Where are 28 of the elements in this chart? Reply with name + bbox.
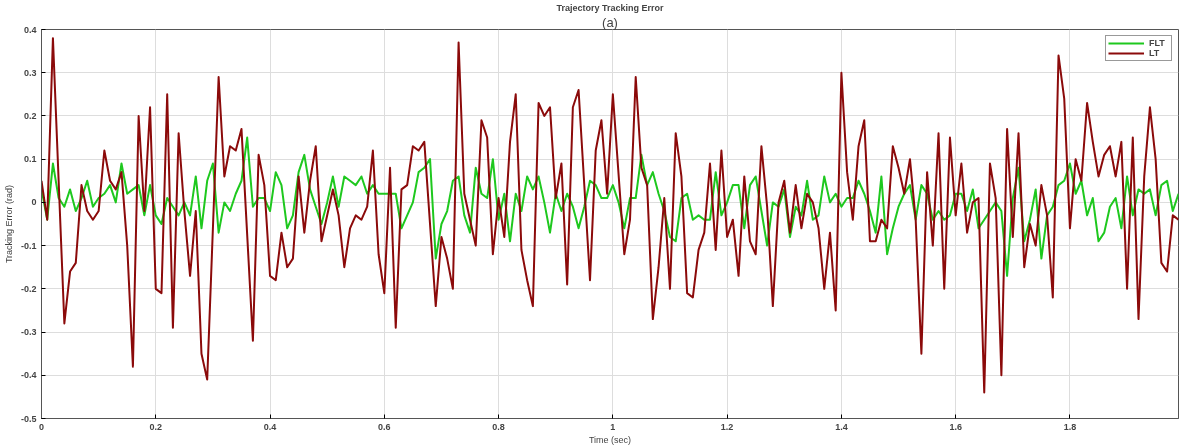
legend-label: FLT bbox=[1149, 38, 1166, 48]
y-tick-label: 0.3 bbox=[23, 67, 37, 78]
x-tick-label: 0.8 bbox=[492, 421, 505, 432]
x-axis-title: Time (sec) bbox=[588, 434, 632, 445]
line-series bbox=[41, 136, 1179, 277]
x-tick-label: 1.4 bbox=[835, 421, 848, 432]
y-tick-label: -0.1 bbox=[20, 240, 37, 251]
x-tick-label: 0 bbox=[39, 421, 45, 432]
x-tick-label: 1 bbox=[610, 421, 616, 432]
x-tick-label: 1.6 bbox=[949, 421, 962, 432]
y-tick-label: 0.4 bbox=[23, 24, 37, 35]
x-tick-label: 0.6 bbox=[378, 421, 391, 432]
x-tick-label: 1.2 bbox=[720, 421, 734, 432]
line-series bbox=[41, 37, 1179, 394]
y-tick-label: -0.2 bbox=[20, 283, 37, 294]
chart-title: Trajectory Tracking Error bbox=[556, 2, 665, 13]
legend-label: LT bbox=[1149, 48, 1161, 58]
y-tick-label: 0.1 bbox=[23, 154, 37, 165]
y-tick-label: 0 bbox=[31, 197, 37, 208]
x-tick-label: 0.4 bbox=[263, 421, 277, 432]
y-tick-label: -0.4 bbox=[20, 370, 37, 381]
y-tick-label: -0.3 bbox=[20, 327, 37, 338]
x-tick-label: 1.8 bbox=[1063, 421, 1077, 432]
y-axis-title: Tracking Error (rad) bbox=[3, 184, 14, 264]
annotation: (a) bbox=[602, 14, 618, 30]
y-tick-label: 0.2 bbox=[23, 110, 37, 121]
x-tick-label: 0.2 bbox=[149, 421, 163, 432]
y-tick-label: -0.5 bbox=[20, 413, 37, 424]
